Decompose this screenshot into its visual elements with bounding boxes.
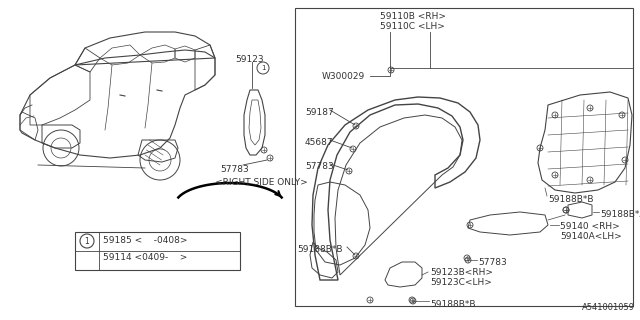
Text: 59140A<LH>: 59140A<LH> [560,232,621,241]
Text: 59140 <RH>: 59140 <RH> [560,222,620,231]
Text: 59123: 59123 [235,55,264,64]
Text: 57783: 57783 [305,162,333,171]
Text: 1: 1 [260,65,265,71]
Text: 59123C<LH>: 59123C<LH> [430,278,492,287]
Text: 59185 <    -0408>: 59185 < -0408> [103,236,188,245]
Text: 1: 1 [84,236,90,245]
Text: W300029: W300029 [322,72,365,81]
Text: 59123B<RH>: 59123B<RH> [430,268,493,277]
Text: 59187: 59187 [305,108,333,117]
Text: A541001059: A541001059 [582,303,635,312]
Text: 59114 <0409-    >: 59114 <0409- > [103,253,188,262]
Text: 59110B <RH>: 59110B <RH> [380,12,446,21]
Text: 59188B*B: 59188B*B [430,300,476,309]
Bar [295,8,633,306]
Text: 59188B*B: 59188B*B [297,245,342,254]
Text: 59188B*A: 59188B*A [600,210,640,219]
Text: 57783: 57783 [220,165,249,174]
Text: <RIGHT SIDE ONLY>: <RIGHT SIDE ONLY> [215,178,308,187]
Text: 57783: 57783 [478,258,507,267]
Text: 45687: 45687 [305,138,333,147]
Text: 59188B*B: 59188B*B [548,195,593,204]
Text: 59110C <LH>: 59110C <LH> [380,22,445,31]
Bar [75,232,240,270]
